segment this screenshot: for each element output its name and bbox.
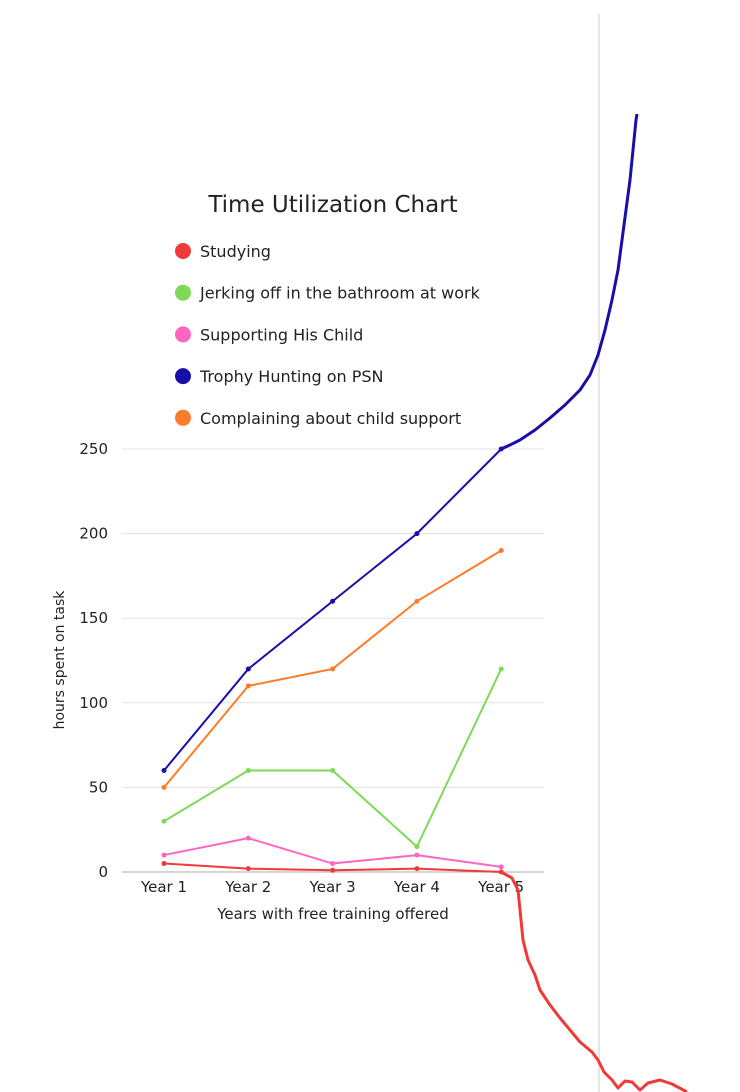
data-point [414, 852, 420, 858]
data-point [330, 861, 336, 867]
data-point [161, 767, 167, 773]
data-point [330, 767, 336, 773]
hand-drawn-trophy-extension [500, 113, 639, 451]
data-point [330, 666, 336, 672]
data-point [245, 835, 251, 841]
data-point [161, 861, 167, 867]
x-tick-label: Year 5 [477, 878, 524, 896]
x-tick-label: Year 1 [140, 878, 187, 896]
y-axis-label: hours spent on task [52, 590, 68, 730]
data-point [498, 864, 504, 870]
legend-marker [175, 326, 191, 343]
data-point [498, 666, 504, 672]
x-axis-label: Years with free training offered [216, 905, 448, 923]
x-tick-label: Year 2 [224, 878, 271, 896]
legend-label: Studying [200, 242, 271, 261]
data-point [498, 548, 504, 554]
legend-marker [175, 284, 191, 301]
data-point [330, 867, 336, 873]
legend-label: Jerking off in the bathroom at work [199, 284, 481, 303]
y-tick-label: 0 [98, 863, 108, 881]
chart-title: Time Utilization Chart [207, 192, 457, 218]
y-tick-label: 250 [79, 440, 108, 458]
data-point [245, 666, 251, 672]
x-tick-label: Year 3 [309, 878, 356, 896]
data-point [414, 598, 420, 604]
data-point [330, 598, 336, 604]
series-line [163, 668, 503, 849]
legend-marker [175, 368, 191, 385]
y-tick-label: 100 [79, 694, 108, 712]
legend-marker [175, 243, 191, 259]
data-point [414, 866, 420, 872]
data-point [161, 852, 167, 858]
data-point [245, 866, 251, 872]
data-point [245, 767, 251, 773]
legend-label: Supporting His Child [200, 325, 363, 344]
legend-marker [175, 409, 191, 426]
data-point [161, 784, 167, 790]
y-tick-label: 200 [79, 525, 108, 543]
y-tick-label: 150 [79, 609, 108, 627]
series-line [163, 448, 502, 772]
hand-drawn-studying-extension [500, 870, 688, 1092]
data-point [414, 844, 420, 850]
y-tick-label: 50 [89, 778, 108, 796]
legend-label: Trophy Hunting on PSN [199, 367, 384, 386]
data-point [161, 818, 167, 824]
x-tick-label: Year 4 [393, 878, 440, 896]
data-point [245, 683, 251, 689]
data-point [414, 531, 420, 537]
legend-label: Complaining about child support [200, 409, 461, 428]
